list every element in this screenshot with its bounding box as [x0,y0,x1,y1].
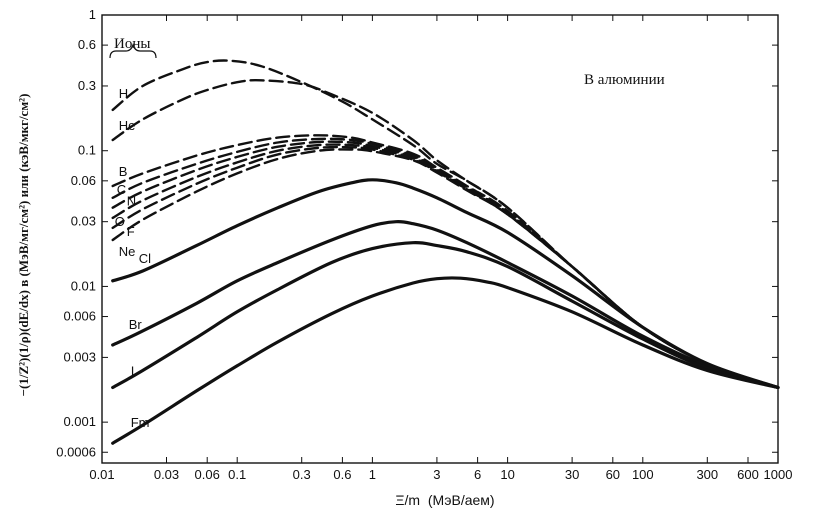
series-label-br: Br [129,317,143,332]
y-tick-label: 0.06 [71,173,96,188]
series-label-h: H [119,86,128,101]
ions-brace [109,43,157,59]
x-tick-label: 1 [369,467,376,482]
x-tick-label: 1000 [764,467,793,482]
x-tick-label: 0.6 [333,467,351,482]
y-tick-label: 0.001 [63,414,96,429]
series-line-br [111,220,780,390]
y-tick-label: 0.1 [78,143,96,158]
x-tick-label: 600 [737,467,759,482]
x-tick-label: 0.06 [195,467,220,482]
y-tick-label: 1 [89,7,96,22]
x-tick-label: 10 [500,467,514,482]
medium-label: В алюминии [584,72,665,88]
y-tick-label: 0.6 [78,37,96,52]
x-tick-label: 300 [696,467,718,482]
y-tick-label: 0.006 [63,309,96,324]
x-tick-label: 0.01 [89,467,114,482]
ions-label: Ионы [114,36,150,52]
series-label-i: I [131,364,135,379]
series-line-i [111,241,780,390]
y-tick-label: 0.03 [71,214,96,229]
series-label-cl: Cl [139,251,151,266]
series-line-fm [111,276,780,445]
x-axis-label: Ξ/m (МэВ/аем) [395,492,494,508]
x-tick-label: 100 [632,467,654,482]
series-label-he: He [119,118,136,133]
y-tick-label: 0.003 [63,349,96,364]
x-tick-label: 0.3 [293,467,311,482]
series-line-cl [111,178,780,390]
series-label-ne: Ne [119,244,136,259]
series-label-f: F [127,224,135,239]
y-axis-label: −(1/Z²)(1/ρ)(dE/dx) в (МэВ/мг/см²) или (… [16,94,31,397]
series-label-o: O [115,214,125,229]
series-line-h [111,59,780,389]
series-label-c: C [117,182,126,197]
x-tick-label: 0.1 [228,467,246,482]
x-tick-label: 3 [433,467,440,482]
series-line-ne [111,148,780,389]
series-label-n: N [127,194,136,209]
series-label-fm: Fm [131,415,150,430]
x-tick-label: 0.03 [154,467,179,482]
series-label-b: B [119,164,128,179]
y-tick-label: 0.3 [78,78,96,93]
y-tick-label: 0.0006 [56,444,96,459]
x-tick-label: 6 [474,467,481,482]
plot-frame [101,14,779,464]
x-tick-label: 30 [565,467,579,482]
x-tick-label: 60 [606,467,620,482]
y-tick-label: 0.01 [71,278,96,293]
